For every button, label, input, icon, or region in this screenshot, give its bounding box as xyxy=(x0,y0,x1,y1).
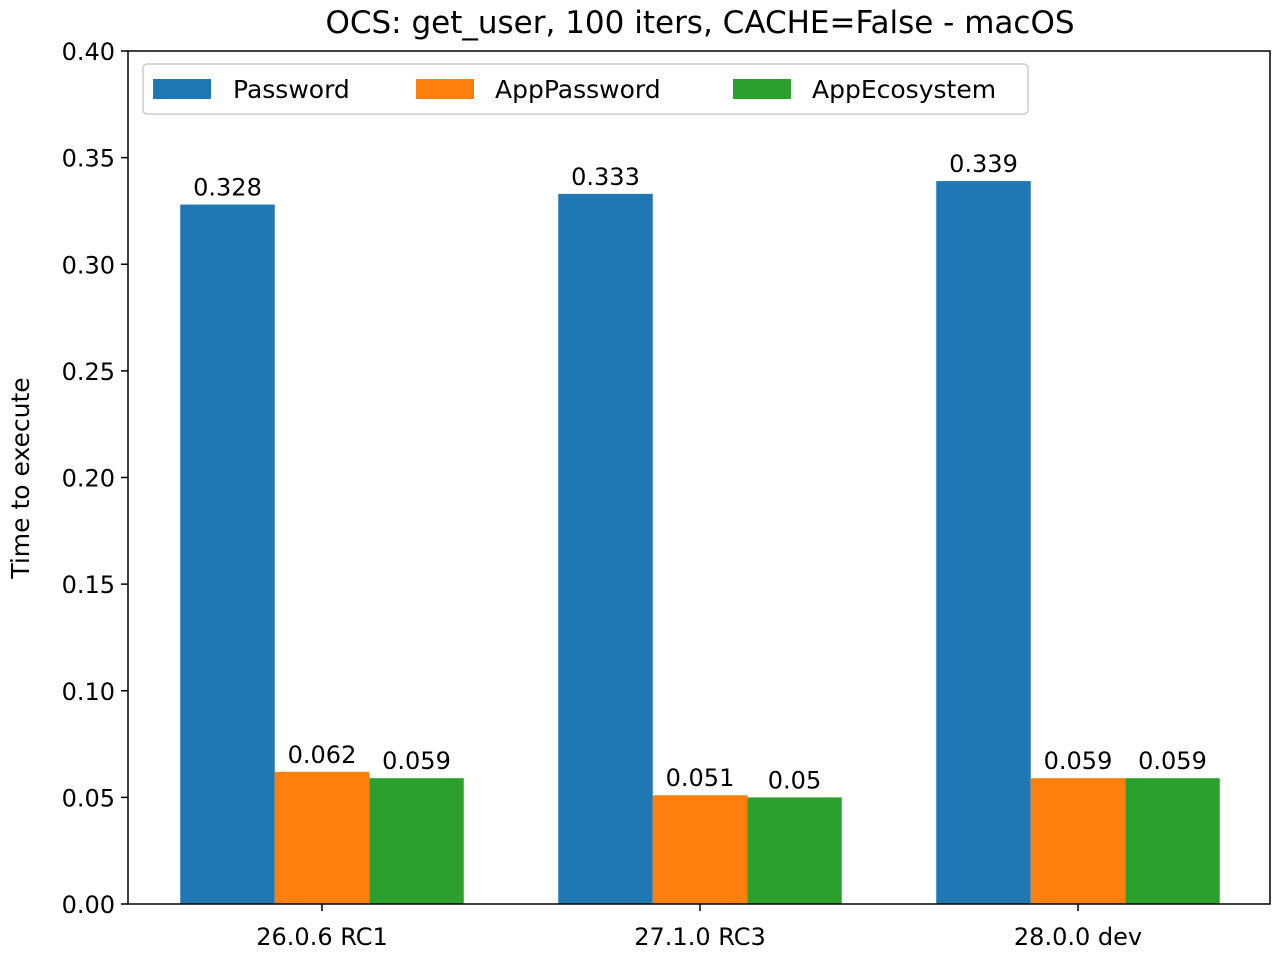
ticks-group: 0.00 0.05 0.10 0.15 0.20 0.25 0.30 0.35 0.40 26.0… xyxy=(62,38,1143,951)
bar-password-0 xyxy=(180,204,275,905)
y-tick-label: 0.15 xyxy=(62,571,115,599)
data-label-apppassword-2: 0.059 xyxy=(1044,747,1113,775)
data-label-appecosystem-0: 0.059 xyxy=(382,747,451,775)
legend-box xyxy=(142,63,1029,115)
bar-apppassword-1 xyxy=(652,795,748,904)
y-tick-label: 0.25 xyxy=(62,358,115,386)
bar-appecosystem-0 xyxy=(369,778,464,904)
legend: Password AppPassword AppEcosystem xyxy=(142,63,1029,115)
legend-label-password: Password xyxy=(233,75,350,104)
bar-password-2 xyxy=(936,181,1031,904)
bar-apppassword-2 xyxy=(1030,778,1126,904)
y-axis-label: Time to execute xyxy=(6,377,35,579)
y-tick-label: 0.20 xyxy=(62,465,115,493)
data-label-apppassword-1: 0.051 xyxy=(666,764,735,792)
legend-swatch-password xyxy=(153,79,211,99)
legend-label-apppassword: AppPassword xyxy=(495,75,661,104)
data-label-password-2: 0.339 xyxy=(949,150,1018,178)
x-tick-label: 26.0.6 RC1 xyxy=(256,923,387,951)
x-tick-label: 27.1.0 RC3 xyxy=(634,923,765,951)
y-tick-label: 0.10 xyxy=(62,678,115,706)
legend-label-appecosystem: AppEcosystem xyxy=(812,75,996,104)
data-label-password-1: 0.333 xyxy=(571,163,640,191)
y-tick-label: 0.30 xyxy=(62,251,115,279)
legend-swatch-appecosystem xyxy=(733,79,791,99)
y-tick-label: 0.05 xyxy=(62,784,115,812)
data-label-password-0: 0.328 xyxy=(193,174,262,202)
bar-appecosystem-2 xyxy=(1125,778,1220,904)
plot-frame xyxy=(127,50,1271,905)
y-tick-label: 0.00 xyxy=(62,891,115,919)
bar-apppassword-0 xyxy=(274,771,370,904)
legend-swatch-apppassword xyxy=(416,79,474,99)
data-labels-group: 0.328 0.333 0.339 0.062 0.051 0.059 0.059 0.05 0… xyxy=(193,150,1207,794)
bars-group xyxy=(180,181,1220,905)
data-label-appecosystem-2: 0.059 xyxy=(1138,747,1207,775)
y-tick-label: 0.40 xyxy=(62,38,115,66)
x-tick-label: 28.0.0 dev xyxy=(1014,923,1142,951)
y-tick-label: 0.35 xyxy=(62,145,115,173)
data-label-appecosystem-1: 0.05 xyxy=(768,766,821,794)
bar-appecosystem-1 xyxy=(747,797,842,905)
chart-title: OCS: get_user, 100 iters, CACHE=False - … xyxy=(325,5,1074,41)
data-label-apppassword-0: 0.062 xyxy=(288,741,357,769)
bar-password-1 xyxy=(558,193,653,904)
